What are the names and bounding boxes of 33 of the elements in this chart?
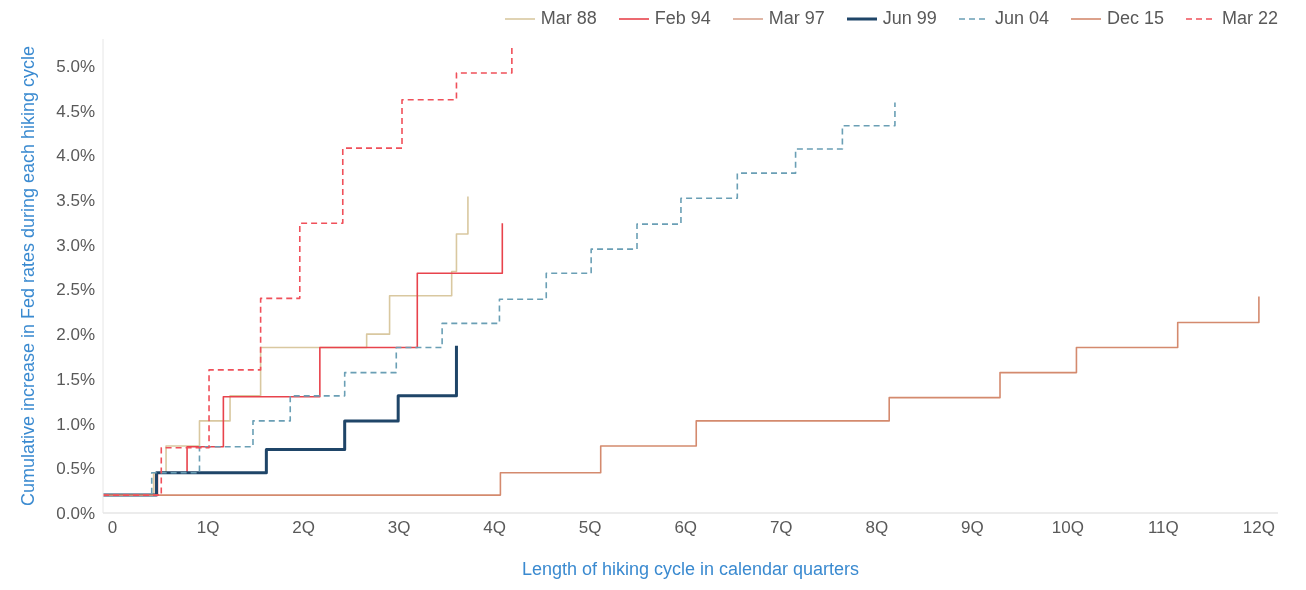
x-tick-label: 4Q (483, 518, 507, 538)
y-tick-label: 3.0% (56, 235, 95, 255)
y-tick-label: 2.0% (56, 325, 95, 345)
y-axis-title: Cumulative increase in Fed rates during each hiking cycle (18, 45, 39, 507)
legend-label: Mar 22 (1220, 8, 1278, 29)
y-tick-label: 3.5% (56, 191, 95, 211)
y-tick-label: 2.5% (56, 280, 95, 300)
x-tick-label: 1Q (196, 518, 220, 538)
legend-label: Feb 94 (653, 8, 711, 29)
x-tick-label: 2Q (292, 518, 315, 538)
x-tick-label: 11Q (1147, 518, 1179, 538)
y-tick-label: 1.5% (56, 369, 95, 389)
x-tick-label: 9Q (960, 518, 984, 538)
legend-label: Mar 97 (767, 8, 825, 29)
x-tick-label: 0 (107, 518, 118, 538)
y-tick-label: 1.0% (56, 414, 95, 434)
x-tick-label: 7Q (769, 518, 793, 538)
y-tick-label: 5.0% (56, 56, 95, 76)
legend-label: Mar 88 (539, 8, 597, 29)
x-tick-label: 6Q (674, 518, 698, 538)
x-tick-label: 8Q (865, 518, 889, 538)
x-tick-label: 3Q (387, 518, 411, 538)
x-tick-label: 10Q (1051, 518, 1084, 538)
y-tick-label: 0.0% (56, 504, 95, 524)
legend-label: Dec 15 (1105, 8, 1164, 29)
y-tick-label: 4.0% (56, 146, 95, 166)
x-tick-label: 5Q (578, 518, 602, 538)
legend-label: Jun 99 (881, 8, 937, 29)
y-tick-label: 4.5% (56, 101, 95, 121)
x-tick-label: 12Q (1242, 518, 1275, 538)
y-tick-label: 0.5% (56, 459, 95, 479)
legend-label: Jun 04 (993, 8, 1049, 29)
x-axis-title: Length of hiking cycle in calendar quarters (521, 559, 860, 579)
